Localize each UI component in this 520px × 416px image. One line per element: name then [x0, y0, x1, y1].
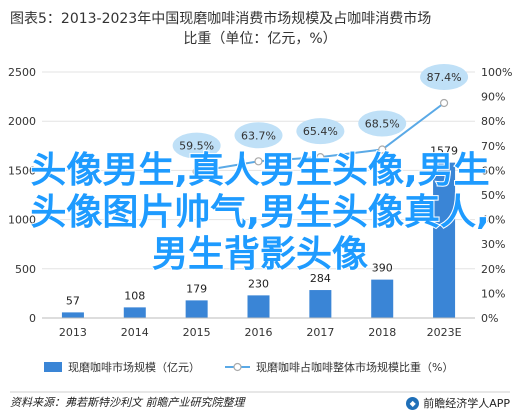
left-axis-tick-label: 1500: [8, 164, 36, 177]
line-point: [316, 153, 325, 162]
line-label-bubble: [234, 122, 283, 149]
x-axis-tick-label: 2016: [245, 326, 273, 339]
bar-2014: [123, 307, 146, 318]
line-label-bubble: [296, 118, 345, 145]
legend-line-label: 现磨咖啡占咖啡整体市场规模比重（%）: [256, 360, 453, 374]
line-label-bubble: [358, 110, 407, 137]
bar-value-label: 284: [310, 272, 331, 285]
bar-2015: [185, 300, 208, 318]
line-label-bubble: [420, 63, 469, 90]
bar-value-label: 1579: [430, 145, 458, 158]
bar-value-label: 230: [248, 277, 269, 290]
right-axis-tick-label: 40%: [481, 214, 505, 227]
line-label-bubble: [172, 132, 221, 159]
bar-value-label: 108: [124, 289, 145, 302]
line-value-label: 87.4%: [427, 71, 462, 84]
left-axis-tick-label: 2500: [8, 66, 36, 79]
line-point: [378, 145, 387, 154]
left-axis-tick-label: 0: [29, 312, 36, 325]
bar-2013: [61, 312, 84, 318]
source-note: 资料来源：弗若斯特沙利文 前瞻产业研究院整理: [10, 396, 245, 409]
right-axis-tick-label: 20%: [481, 263, 505, 276]
bar-value-label: 57: [66, 294, 80, 307]
chart-title-line2: 比重（单位：亿元，%）: [183, 31, 337, 47]
brand-text: 前瞻经济学人APP: [423, 397, 510, 410]
bar-2017: [309, 290, 332, 318]
line-value-label: 68.5%: [365, 117, 400, 130]
right-axis-tick-label: 70%: [481, 140, 505, 153]
chart-title-line1: 图表5：2013-2023年中国现磨咖啡消费市场规模及占咖啡消费市场: [10, 11, 432, 27]
line-point: [439, 98, 449, 108]
line-value-label: 63.7%: [241, 129, 276, 142]
chart-title: 图表5：2013-2023年中国现磨咖啡消费市场规模及占咖啡消费市场 比重（单位…: [0, 0, 520, 50]
right-axis-tick-label: 60%: [481, 164, 505, 177]
legend-line-marker: [233, 362, 242, 372]
line-value-label: 65.4%: [303, 125, 338, 138]
legend-bar-swatch: [44, 362, 62, 372]
line-point: [192, 167, 201, 176]
line-value-label: 59.5%: [179, 140, 214, 153]
legend-bar-label: 现磨咖啡市场规模（亿元）: [68, 360, 200, 374]
x-axis-tick-label: 2013: [59, 326, 87, 339]
right-axis-tick-label: 30%: [481, 238, 505, 251]
right-axis-tick-label: 100%: [481, 66, 512, 79]
right-axis-tick-label: 50%: [481, 189, 505, 202]
right-axis-tick-label: 10%: [481, 287, 505, 300]
right-axis-tick-label: 0%: [481, 312, 498, 325]
right-axis-tick-label: 90%: [481, 91, 505, 104]
line-point: [254, 157, 263, 166]
left-axis-tick-label: 2000: [8, 115, 36, 128]
x-axis-tick-label: 2015: [183, 326, 211, 339]
x-axis-tick-label: 2018: [368, 326, 396, 339]
bar-value-label: 179: [186, 282, 207, 295]
right-axis-tick-label: 80%: [481, 115, 505, 128]
brand-logo-icon: ◆: [406, 396, 420, 410]
brand-label: ◆ 前瞻经济学人APP: [406, 395, 510, 411]
x-axis-tick-label: 2014: [121, 326, 149, 339]
x-axis-tick-label: 2023E: [427, 326, 462, 339]
left-axis-tick-label: 1000: [8, 214, 36, 227]
bar-2018: [371, 279, 394, 318]
left-axis-tick-label: 500: [15, 263, 36, 276]
bar-2023E: [433, 162, 456, 318]
bar-2016: [247, 295, 270, 318]
bar-value-label: 390: [372, 262, 393, 275]
x-axis-tick-label: 2017: [306, 326, 334, 339]
